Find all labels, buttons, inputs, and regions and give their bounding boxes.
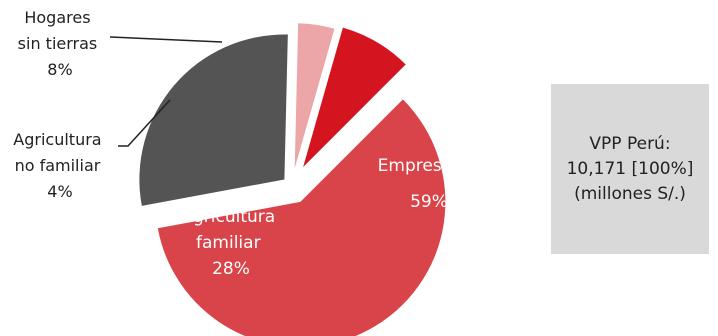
slice-hogares-sin-tierras xyxy=(303,27,406,168)
label-hogares: Hogares sin tierras 8% xyxy=(18,8,103,79)
leader-line-hogares xyxy=(109,36,223,43)
summary-line-title: VPP Perú: xyxy=(589,133,671,154)
summary-line-value: 10,171 [100%] xyxy=(566,158,694,179)
slice-agricultura-no-familiar xyxy=(294,23,335,169)
label-empresas: Empresas 59% xyxy=(378,156,467,212)
leader-line-agricultura-no-familiar xyxy=(118,99,171,147)
slice-agricultura-familiar xyxy=(139,34,288,206)
label-agricultura-no-familiar: Agricultura no familiar 4% xyxy=(13,130,106,201)
label-agricultura-familiar: Agricultura familiar 28% xyxy=(181,207,280,279)
pie-slices xyxy=(139,23,446,336)
summary-box: VPP Perú: 10,171 [100%] (millones S/.) xyxy=(551,84,709,254)
slice-empresas xyxy=(157,99,446,336)
summary-line-unit: (millones S/.) xyxy=(574,183,686,204)
